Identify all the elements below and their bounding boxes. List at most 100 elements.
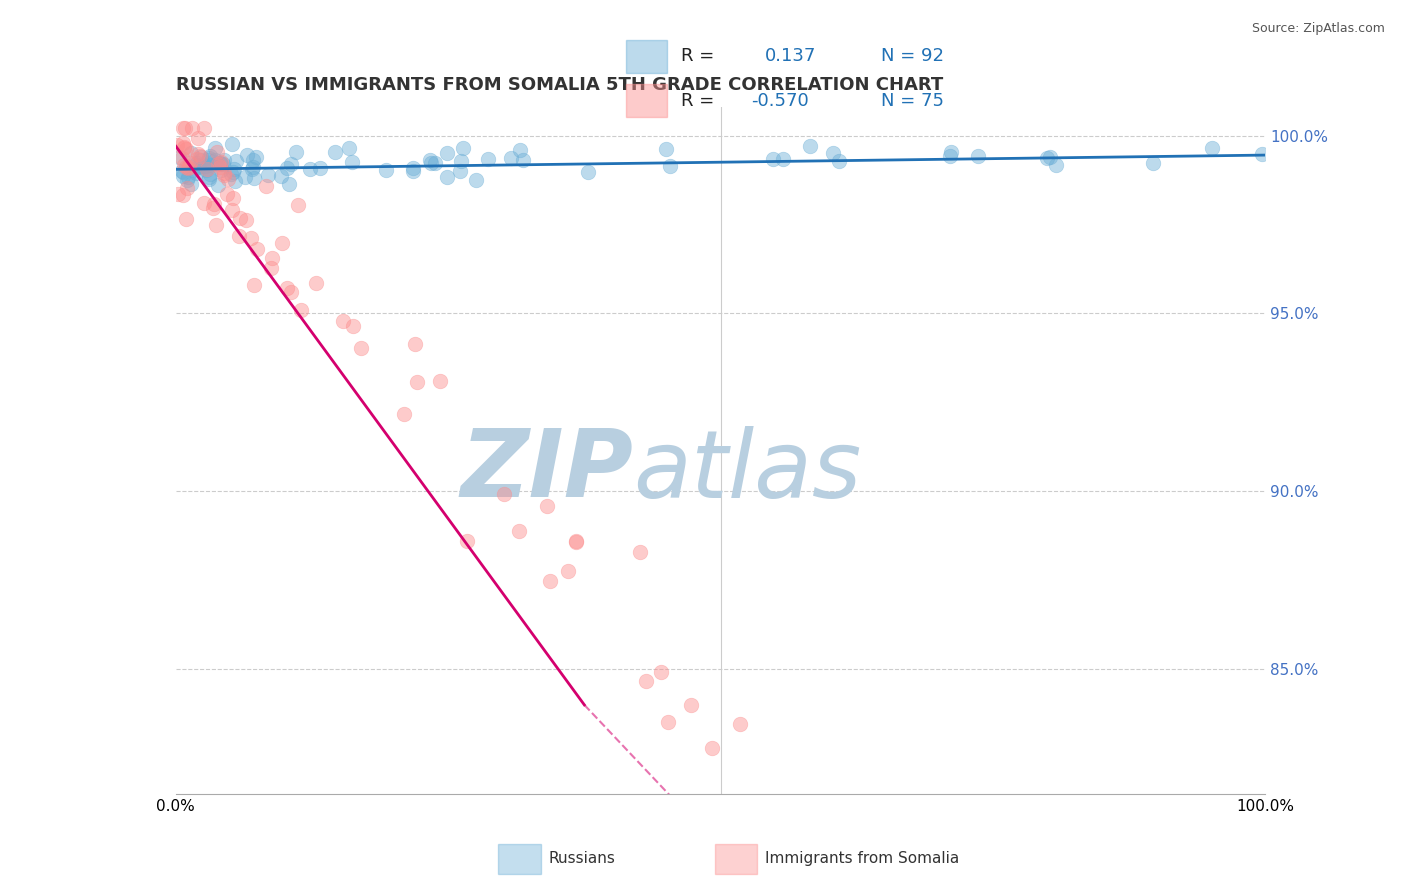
Point	[374, 162, 396, 177]
Point	[276, 281, 298, 295]
Point	[207, 157, 229, 171]
Point	[187, 147, 209, 161]
Point	[436, 145, 458, 160]
Point	[197, 169, 219, 184]
Point	[658, 159, 681, 173]
Point	[425, 156, 447, 170]
Point	[420, 156, 443, 170]
Point	[212, 157, 235, 171]
Point	[941, 145, 963, 160]
Point	[208, 160, 231, 174]
Point	[166, 138, 188, 153]
Point	[828, 154, 851, 169]
Point	[184, 166, 207, 180]
Point	[243, 170, 266, 185]
Point	[449, 164, 471, 178]
Point	[174, 121, 197, 136]
Bar	[626, 84, 668, 117]
Point	[799, 138, 821, 153]
Point	[228, 229, 250, 244]
Point	[212, 153, 235, 167]
Point	[1201, 141, 1223, 155]
Point	[436, 169, 458, 184]
Point	[512, 153, 534, 168]
Point	[285, 145, 308, 159]
Point	[450, 153, 472, 168]
Point	[254, 178, 277, 193]
Point	[508, 524, 530, 538]
Bar	[626, 40, 668, 73]
Point	[188, 160, 211, 174]
Text: ZIP: ZIP	[461, 425, 633, 517]
Point	[298, 161, 321, 176]
Point	[209, 154, 232, 169]
Point	[323, 145, 346, 159]
Point	[1142, 155, 1164, 169]
Point	[170, 164, 193, 178]
Point	[224, 162, 246, 177]
Point	[509, 143, 531, 157]
Point	[170, 151, 193, 165]
Point	[939, 149, 962, 163]
Point	[179, 156, 201, 170]
Point	[477, 153, 499, 167]
Point	[240, 162, 263, 177]
Point	[1045, 158, 1067, 172]
Point	[191, 159, 214, 173]
Point	[181, 162, 204, 177]
Point	[193, 195, 215, 210]
Point	[176, 161, 198, 176]
Point	[392, 407, 415, 421]
Point	[492, 487, 515, 501]
Point	[224, 174, 246, 188]
Point	[186, 153, 208, 167]
Point	[190, 153, 212, 168]
Point	[188, 149, 211, 163]
Point	[174, 212, 197, 227]
Text: RUSSIAN VS IMMIGRANTS FROM SOMALIA 5TH GRADE CORRELATION CHART: RUSSIAN VS IMMIGRANTS FROM SOMALIA 5TH G…	[176, 77, 943, 95]
Point	[176, 172, 198, 186]
Point	[576, 165, 599, 179]
Point	[342, 318, 364, 333]
Text: Immigrants from Somalia: Immigrants from Somalia	[765, 851, 959, 865]
Point	[173, 139, 195, 153]
Point	[654, 142, 676, 156]
Point	[219, 167, 242, 181]
Point	[225, 154, 247, 169]
Point	[221, 165, 243, 179]
Point	[332, 313, 354, 327]
Point	[167, 187, 190, 202]
Point	[636, 673, 658, 688]
Point	[179, 161, 201, 175]
Text: N = 92: N = 92	[880, 47, 943, 65]
Point	[229, 211, 252, 225]
Point	[221, 202, 243, 217]
Point	[728, 717, 751, 731]
Point	[236, 148, 259, 162]
Point	[187, 159, 209, 173]
Point	[217, 172, 239, 186]
Point	[208, 155, 231, 169]
Point	[204, 153, 226, 167]
Point	[235, 212, 257, 227]
Point	[173, 141, 195, 155]
Point	[260, 252, 283, 266]
Point	[173, 158, 195, 172]
Point	[209, 163, 232, 178]
Point	[246, 242, 269, 256]
Point	[280, 285, 302, 299]
Point	[536, 499, 558, 513]
Point	[401, 164, 423, 178]
Point	[419, 153, 441, 167]
Bar	[499, 844, 541, 874]
Point	[198, 149, 221, 163]
Point	[195, 162, 218, 177]
Point	[242, 153, 264, 168]
Point	[169, 150, 191, 164]
Point	[239, 231, 262, 245]
Point	[221, 136, 243, 151]
Point	[305, 277, 328, 291]
Point	[207, 178, 229, 192]
Point	[193, 121, 215, 136]
Point	[821, 145, 844, 160]
